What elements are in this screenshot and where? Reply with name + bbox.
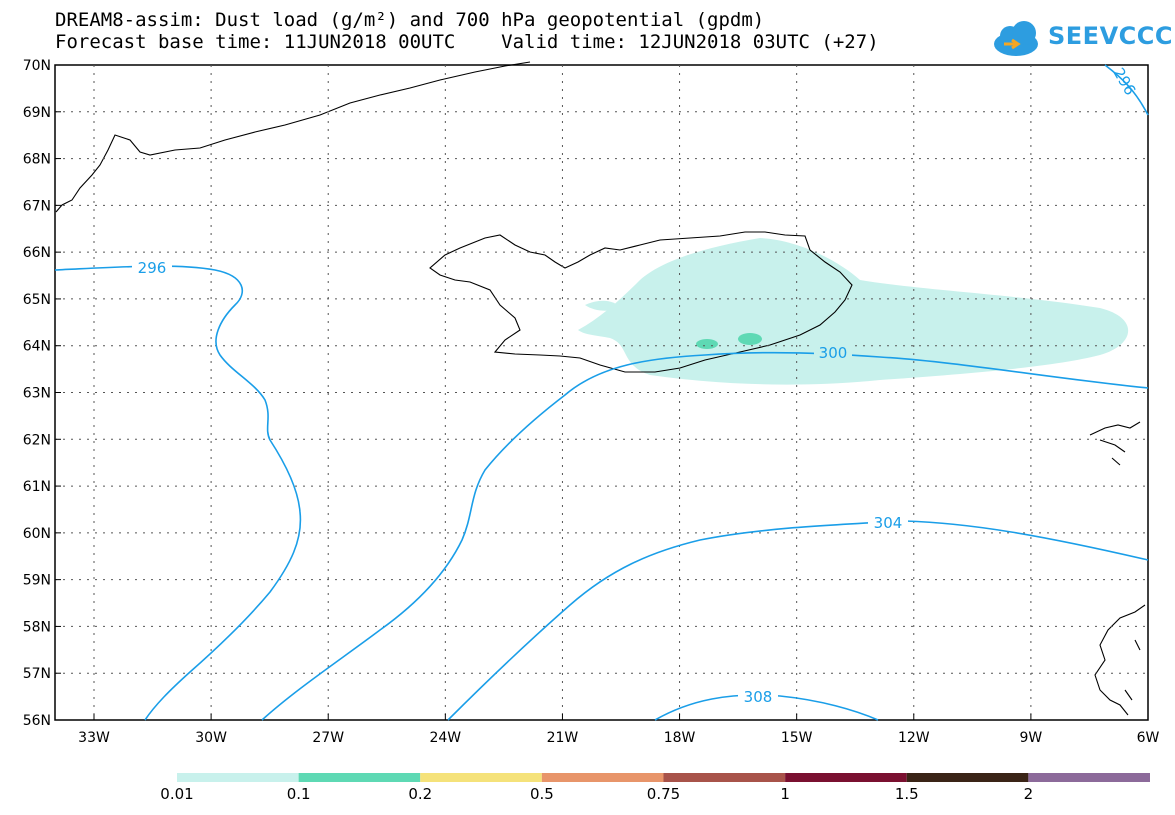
logo-text: SEEVCCC	[1048, 22, 1173, 50]
colorbar-label: 0.01	[160, 785, 193, 803]
dust-area-mid-2	[738, 333, 762, 345]
lat-label-67N: 67N	[23, 198, 51, 214]
lat-label-59N: 59N	[23, 573, 51, 589]
lon-label-33W: 33W	[78, 730, 110, 746]
colorbar: 0.01 0.1 0.2 0.5 0.75 1 1.5 2	[160, 773, 1150, 803]
colorbar-label: 2	[1024, 785, 1034, 803]
contour-300	[261, 351, 1149, 721]
cloud-icon	[994, 21, 1038, 56]
colorbar-swatch	[298, 773, 421, 782]
lat-label-66N: 66N	[23, 245, 51, 261]
lon-label-24W: 24W	[429, 730, 461, 746]
iceland-coastline	[429, 231, 853, 373]
lat-label-57N: 57N	[23, 666, 51, 682]
valid-time: Valid time: 12JUN2018 03UTC (+27)	[501, 31, 879, 53]
contour-label-304: 304	[874, 514, 903, 532]
lat-label-63N: 63N	[23, 386, 51, 402]
lon-label-18W: 18W	[664, 730, 696, 746]
lat-label-56N: 56N	[23, 713, 51, 729]
lon-label-30W: 30W	[195, 730, 227, 746]
colorbar-label: 0.2	[408, 785, 432, 803]
colorbar-swatch	[541, 773, 664, 782]
contour-296-ne	[1104, 64, 1149, 116]
lat-label-68N: 68N	[23, 152, 51, 168]
colorbar-swatch	[1028, 773, 1150, 782]
dust-area-mid-1	[696, 339, 718, 349]
colorbar-label: 1.5	[895, 785, 919, 803]
lon-label-27W: 27W	[312, 730, 344, 746]
time-info: Forecast base time: 11JUN2018 00UTC Vali…	[55, 32, 879, 52]
lat-label-60N: 60N	[23, 526, 51, 542]
lat-label-62N: 62N	[23, 432, 51, 448]
chart-title: DREAM8-assim: Dust load (g/m²) and 700 h…	[55, 9, 765, 31]
latitude-labels: 70N 69N 68N 67N 66N 65N 64N 63N 62N 61N 60N 59N 58N 5…	[23, 58, 61, 729]
lon-label-12W: 12W	[898, 730, 930, 746]
lat-label-58N: 58N	[23, 619, 51, 635]
contour-308	[654, 694, 879, 721]
greenland-coastline	[55, 61, 531, 213]
lat-label-61N: 61N	[23, 479, 51, 495]
colorbar-label: 1	[780, 785, 790, 803]
contour-296-west	[54, 265, 302, 721]
logo-cloud-icon	[994, 21, 1038, 56]
lon-label-15W: 15W	[781, 730, 813, 746]
contour-label-308: 308	[744, 688, 773, 706]
contour-label-300: 300	[819, 344, 848, 362]
colorbar-swatch	[663, 773, 786, 782]
dust-area-west-lobe	[585, 300, 620, 311]
lon-label-21W: 21W	[547, 730, 579, 746]
graticule	[55, 65, 1148, 720]
faroe-islands-coastline	[1089, 421, 1141, 466]
lon-label-9W: 9W	[1020, 730, 1043, 746]
colorbar-label: 0.1	[287, 785, 311, 803]
colorbar-swatch	[906, 773, 1029, 782]
lat-label-65N: 65N	[23, 292, 51, 308]
colorbar-label: 0.75	[647, 785, 680, 803]
lat-label-64N: 64N	[23, 339, 51, 355]
scotland-coastline	[1094, 604, 1146, 716]
forecast-base-time: Forecast base time: 11JUN2018 00UTC	[55, 31, 456, 53]
colorbar-swatch	[785, 773, 907, 782]
contour-label-296-west: 296	[138, 259, 167, 277]
lat-label-70N: 70N	[23, 58, 51, 74]
contour-304	[447, 520, 1149, 721]
longitude-labels: 33W 30W 27W 24W 21W 18W 15W 12W 9W 6W	[78, 714, 1160, 746]
lat-label-69N: 69N	[23, 105, 51, 121]
lon-label-6W: 6W	[1137, 730, 1160, 746]
colorbar-label: 0.5	[530, 785, 554, 803]
dust-area-light	[578, 238, 1129, 385]
colorbar-swatch	[420, 773, 542, 782]
colorbar-swatch	[177, 773, 299, 782]
